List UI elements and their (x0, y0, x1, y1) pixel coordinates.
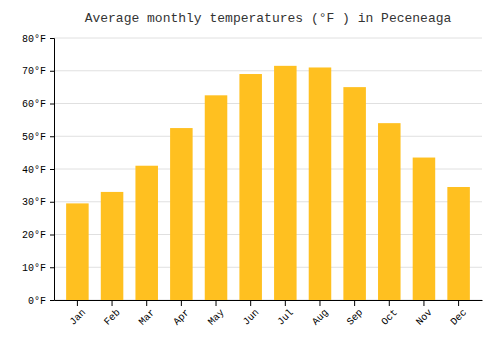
bar (101, 192, 124, 300)
y-tick-mark (50, 267, 54, 268)
x-tick-label: Nov (414, 307, 435, 328)
x-tick: Jan (67, 300, 88, 328)
x-tick-mark (389, 300, 390, 306)
x-tick-mark (146, 300, 147, 306)
x-tick-label: Jan (67, 307, 88, 328)
y-tick: 70°F (22, 66, 54, 77)
x-tick-label: Feb (102, 307, 123, 328)
x-tick-label: May (206, 307, 227, 328)
x-tick-mark (354, 300, 355, 306)
bar (378, 123, 401, 300)
x-axis-line (55, 300, 483, 301)
x-tick: Dec (449, 300, 470, 328)
grid-line (54, 38, 482, 39)
x-tick-mark (77, 300, 78, 306)
y-tick-mark (50, 202, 54, 203)
x-tick: Mar (137, 300, 158, 328)
grid-line (54, 136, 482, 137)
y-tick-label: 70°F (22, 66, 46, 77)
x-tick-label: Sep (345, 307, 366, 328)
x-tick-mark (458, 300, 459, 306)
y-tick: 40°F (22, 165, 54, 176)
y-tick-mark (50, 300, 54, 301)
y-tick-mark (50, 104, 54, 105)
bar (309, 67, 332, 300)
x-tick-mark (285, 300, 286, 306)
x-tick-label: Jun (241, 307, 262, 328)
y-tick-mark (50, 235, 54, 236)
y-axis: 0°F 10°F 20°F 30°F 40°F 50°F 60°F 70°F 80°F (22, 34, 55, 307)
y-tick-mark (50, 38, 54, 39)
bars (66, 66, 470, 300)
x-tick-mark (112, 300, 113, 306)
chart-container: 0°F 10°F 20°F 30°F 40°F 50°F 60°F 70°F 80°F Jan Fe… (0, 0, 500, 350)
x-tick: Aug (310, 300, 331, 328)
x-tick-label: Dec (449, 307, 470, 328)
x-tick-mark (423, 300, 424, 306)
x-tick-mark (319, 300, 320, 306)
y-tick-label: 40°F (22, 165, 46, 176)
grid-line (54, 70, 482, 71)
x-tick-label: Oct (379, 307, 400, 328)
x-tick-mark (181, 300, 182, 306)
bar (239, 74, 262, 300)
y-tick: 30°F (22, 197, 54, 208)
bar (274, 66, 297, 300)
x-tick: Jul (275, 300, 296, 328)
y-tick: 50°F (22, 132, 54, 143)
y-tick: 0°F (28, 296, 54, 307)
y-tick-label: 80°F (22, 34, 46, 45)
bar (135, 166, 158, 300)
x-tick-label: Apr (171, 307, 192, 328)
grid-line (54, 103, 482, 104)
x-tick-label: Aug (310, 307, 331, 328)
bar (413, 158, 436, 300)
grid (54, 38, 482, 300)
y-tick-mark (50, 71, 54, 72)
x-tick: Jun (241, 300, 262, 328)
x-tick: Sep (345, 300, 366, 328)
x-tick: Nov (414, 300, 435, 328)
y-tick: 10°F (22, 263, 54, 274)
y-tick: 60°F (22, 99, 54, 110)
y-tick-label: 0°F (28, 296, 46, 307)
bar (447, 187, 470, 300)
y-tick: 20°F (22, 230, 54, 241)
x-tick: May (206, 300, 227, 328)
x-tick-mark (250, 300, 251, 306)
x-tick-label: Mar (137, 307, 158, 328)
y-tick-mark (50, 136, 54, 137)
bar (205, 95, 228, 300)
x-tick: Oct (379, 300, 400, 328)
y-tick-label: 10°F (22, 263, 46, 274)
y-tick-label: 60°F (22, 99, 46, 110)
x-axis: Jan Feb Mar Apr May Jun Jul Aug Sep Oct Nov Dec (55, 300, 483, 328)
x-tick-mark (216, 300, 217, 306)
y-axis-line (50, 39, 55, 301)
x-tick-label: Jul (275, 307, 296, 328)
y-tick-mark (50, 169, 54, 170)
title: Average monthly temperatures (°F ) in Pe… (85, 11, 452, 26)
bar (343, 87, 366, 300)
y-tick-label: 50°F (22, 132, 46, 143)
bar (170, 128, 193, 300)
x-tick: Apr (171, 300, 192, 328)
bar (66, 203, 89, 300)
chart: 0°F 10°F 20°F 30°F 40°F 50°F 60°F 70°F 80°F Jan Fe… (0, 0, 500, 350)
y-tick-label: 20°F (22, 230, 46, 241)
y-tick: 80°F (22, 34, 54, 45)
y-tick-label: 30°F (22, 197, 46, 208)
x-tick: Feb (102, 300, 123, 328)
